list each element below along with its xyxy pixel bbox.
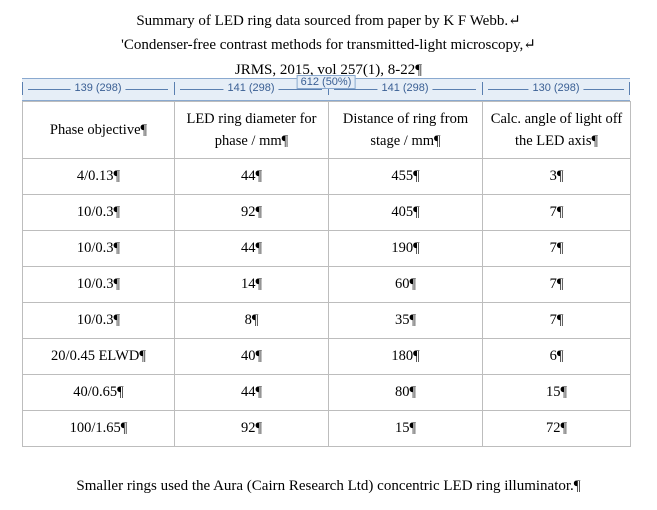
- footer-note: Smaller rings used the Aura (Cairn Resea…: [76, 478, 581, 494]
- table-row: 10/0.3¶ 14¶ 60¶ 7¶: [22, 266, 631, 303]
- table-cell[interactable]: 80¶: [328, 374, 483, 411]
- table-cell[interactable]: 10/0.3¶: [22, 302, 175, 339]
- document-title-line-2: 'Condenser-free contrast methods for tra…: [121, 37, 536, 53]
- table-cell[interactable]: 20/0.45 ELWD¶: [22, 338, 175, 375]
- ruler-tick[interactable]: [174, 82, 175, 95]
- table-cell[interactable]: 92¶: [174, 410, 329, 447]
- ruler-column-1[interactable]: 139 (298): [22, 80, 174, 98]
- table-cell[interactable]: 44¶: [174, 158, 329, 195]
- table-row: 10/0.3¶ 92¶ 405¶ 7¶: [22, 194, 631, 231]
- table-cell[interactable]: 7¶: [482, 302, 631, 339]
- table-cell[interactable]: 6¶: [482, 338, 631, 375]
- table-cell[interactable]: 180¶: [328, 338, 483, 375]
- table-cell[interactable]: 10/0.3¶: [22, 266, 175, 303]
- table-cell[interactable]: 92¶: [174, 194, 329, 231]
- ruler-tick[interactable]: [482, 82, 483, 95]
- table-cell[interactable]: 15¶: [482, 374, 631, 411]
- table-cell[interactable]: 44¶: [174, 374, 329, 411]
- table-column-ruler[interactable]: 139 (298) 141 (298) 141 (298) 130 (298) …: [22, 75, 630, 101]
- table-row: 40/0.65¶ 44¶ 80¶ 15¶: [22, 374, 631, 411]
- table-row: 10/0.3¶ 8¶ 35¶ 7¶: [22, 302, 631, 339]
- table-row: 20/0.45 ELWD¶ 40¶ 180¶ 6¶: [22, 338, 631, 375]
- table-row: 100/1.65¶ 92¶ 15¶ 72¶: [22, 410, 631, 447]
- ruler-column-1-label: 139 (298): [70, 82, 126, 94]
- table-cell[interactable]: 100/1.65¶: [22, 410, 175, 447]
- table-cell[interactable]: 3¶: [482, 158, 631, 195]
- table-row: 4/0.13¶ 44¶ 455¶ 3¶: [22, 158, 631, 195]
- table-cell[interactable]: 190¶: [328, 230, 483, 267]
- document-title-line-3: JRMS, 2015, vol 257(1), 8-22¶: [234, 62, 423, 78]
- table-cell[interactable]: 10/0.3¶: [22, 230, 175, 267]
- table-cell[interactable]: 72¶: [482, 410, 631, 447]
- table-cell[interactable]: 35¶: [328, 302, 483, 339]
- ruler-column-4-label: 130 (298): [528, 82, 584, 94]
- ruler-column-2[interactable]: 141 (298): [174, 80, 328, 98]
- table-cell[interactable]: 7¶: [482, 266, 631, 303]
- ruler-column-4[interactable]: 130 (298): [482, 80, 630, 98]
- table-cell[interactable]: 455¶: [328, 158, 483, 195]
- table-cell[interactable]: 7¶: [482, 230, 631, 267]
- ruler-tick[interactable]: [22, 82, 23, 95]
- ruler-column-3[interactable]: 141 (298): [328, 80, 482, 98]
- table-cell[interactable]: 405¶: [328, 194, 483, 231]
- table-cell[interactable]: 4/0.13¶: [22, 158, 175, 195]
- ruler-total-width: 612 (50%): [296, 75, 356, 89]
- table-row: 10/0.3¶ 44¶ 190¶ 7¶: [22, 230, 631, 267]
- header-calc-angle[interactable]: Calc. angle of light off the LED axis¶: [482, 101, 631, 159]
- ruler-column-2-label: 141 (298): [223, 82, 279, 94]
- table-cell[interactable]: 10/0.3¶: [22, 194, 175, 231]
- table-cell[interactable]: 40¶: [174, 338, 329, 375]
- table-cell[interactable]: 8¶: [174, 302, 329, 339]
- header-led-ring-diameter[interactable]: LED ring diameter for phase / mm¶: [174, 101, 329, 159]
- header-phase-objective[interactable]: Phase objective¶: [22, 101, 175, 159]
- table-cell[interactable]: 60¶: [328, 266, 483, 303]
- table-header-row: Phase objective¶ LED ring diameter for p…: [22, 101, 631, 159]
- table-cell[interactable]: 14¶: [174, 266, 329, 303]
- table-cell[interactable]: 15¶: [328, 410, 483, 447]
- document-title-line-1: Summary of LED ring data sourced from pa…: [136, 13, 521, 29]
- table-cell[interactable]: 7¶: [482, 194, 631, 231]
- led-ring-data-table: Phase objective¶ LED ring diameter for p…: [22, 101, 631, 447]
- table-cell[interactable]: 40/0.65¶: [22, 374, 175, 411]
- ruler-column-3-label: 141 (298): [377, 82, 433, 94]
- ruler-tick[interactable]: [629, 82, 630, 95]
- table-cell[interactable]: 44¶: [174, 230, 329, 267]
- header-ring-distance[interactable]: Distance of ring from stage / mm¶: [328, 101, 483, 159]
